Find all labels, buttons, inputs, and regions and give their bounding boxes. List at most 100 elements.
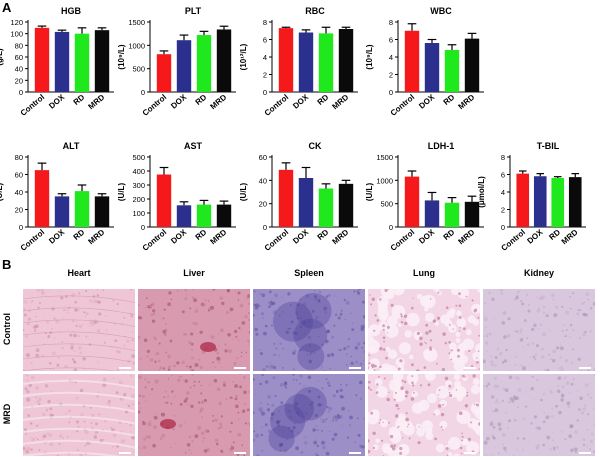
bar-control: [405, 31, 419, 92]
y-tick-label: 2: [263, 71, 267, 80]
tissue-image-liver-control: [137, 288, 251, 372]
tissue-image-lung-mrd: [367, 373, 481, 457]
chart-title: LDH-1: [428, 141, 455, 151]
bar-dox: [299, 33, 313, 93]
tissue-image-kidney-control: [482, 288, 596, 372]
y-tick-label: 500: [132, 153, 145, 162]
category-label: DOX: [291, 227, 311, 245]
bar-rd: [197, 205, 211, 227]
tissue-texture: [23, 374, 136, 457]
category-label: MRD: [331, 92, 351, 111]
tissue-texture: [253, 374, 366, 457]
category-label: DOX: [417, 92, 437, 110]
y-tick-label: 8: [389, 18, 393, 27]
bar-mrd: [95, 30, 109, 92]
y-tick-label: 0: [389, 88, 393, 97]
category-label: DOX: [525, 227, 545, 245]
category-label: DOX: [47, 227, 67, 245]
row-label-mrd: MRD: [2, 389, 12, 439]
chart-title: AST: [184, 141, 203, 151]
y-tick-label: 8: [501, 153, 505, 162]
category-label: MRD: [87, 92, 107, 111]
tissue-image-heart-mrd: [22, 373, 136, 457]
bar-dox: [177, 205, 191, 227]
y-tick-label: 0: [141, 223, 145, 232]
y-axis-label: (10⁹/L): [365, 44, 374, 69]
tissue-title-kidney: Kidney: [482, 268, 596, 278]
y-tick-label: 20: [15, 206, 23, 215]
tissue-image-lung-control: [367, 288, 481, 372]
bar-mrd: [569, 177, 582, 227]
y-axis-label: (μmol/L): [477, 176, 486, 208]
tissue-image-liver-mrd: [137, 373, 251, 457]
category-label: DOX: [169, 227, 189, 245]
y-tick-label: 80: [15, 153, 23, 162]
category-label: MRD: [560, 227, 580, 246]
scale-bar: [119, 367, 131, 369]
scale-bar: [579, 452, 591, 454]
y-tick-label: 500: [132, 65, 145, 74]
y-tick-label: 6: [389, 36, 393, 45]
tissue-title-spleen: Spleen: [252, 268, 366, 278]
y-tick-label: 1000: [376, 176, 393, 185]
y-tick-label: 6: [501, 171, 505, 180]
category-label: RD: [72, 227, 87, 241]
y-tick-label: 20: [15, 76, 23, 85]
y-tick-label: 0: [19, 223, 23, 232]
row-label-control: Control: [2, 304, 12, 354]
y-tick-label: 0: [501, 223, 505, 232]
category-label: MRD: [457, 92, 477, 111]
bar-mrd: [339, 184, 353, 227]
category-label: MRD: [331, 227, 351, 246]
y-tick-label: 4: [501, 188, 505, 197]
y-tick-label: 80: [15, 41, 23, 50]
chart-title: HGB: [61, 6, 82, 16]
scale-bar: [579, 367, 591, 369]
y-tick-label: 0: [263, 88, 267, 97]
y-tick-label: 400: [132, 167, 145, 176]
bar-rd: [75, 191, 89, 227]
tissue-image-spleen-control: [252, 288, 366, 372]
chart-title: T-BIL: [537, 141, 560, 151]
bar-dox: [55, 32, 69, 92]
y-axis-label: (U/L): [239, 183, 248, 202]
y-tick-label: 300: [132, 181, 145, 190]
tissue-texture: [138, 374, 251, 457]
bar-rd: [197, 35, 211, 92]
bar-dox: [425, 43, 439, 92]
bar-rd: [319, 189, 333, 228]
tissue-title-liver: Liver: [137, 268, 251, 278]
y-tick-label: 120: [10, 18, 23, 27]
y-tick-label: 6: [263, 36, 267, 45]
tissue-image-heart-control: [22, 288, 136, 372]
y-tick-label: 8: [263, 18, 267, 27]
bar-mrd: [465, 39, 479, 92]
y-tick-label: 200: [132, 195, 145, 204]
y-tick-label: 100: [132, 209, 145, 218]
category-label: MRD: [209, 92, 229, 111]
y-tick-label: 0: [141, 88, 145, 97]
tissue-texture: [368, 289, 481, 372]
y-tick-label: 2: [389, 71, 393, 80]
bar-rd: [445, 50, 459, 92]
bar-dox: [55, 196, 69, 227]
tissue-texture: [23, 289, 136, 372]
y-axis-label: (U/L): [0, 183, 4, 202]
scale-bar: [119, 452, 131, 454]
y-tick-label: 0: [19, 88, 23, 97]
bar-control: [279, 28, 293, 92]
y-tick-label: 60: [15, 53, 23, 62]
y-tick-label: 40: [15, 65, 23, 74]
category-label: RD: [194, 92, 209, 106]
bar-dox: [299, 178, 313, 227]
y-axis-label: (g/L): [0, 48, 4, 66]
category-label: DOX: [417, 227, 437, 245]
y-axis-label: (10⁹/L): [117, 44, 126, 69]
bar-rd: [445, 203, 459, 227]
y-tick-label: 40: [259, 176, 267, 185]
chart-title: CK: [309, 141, 322, 151]
